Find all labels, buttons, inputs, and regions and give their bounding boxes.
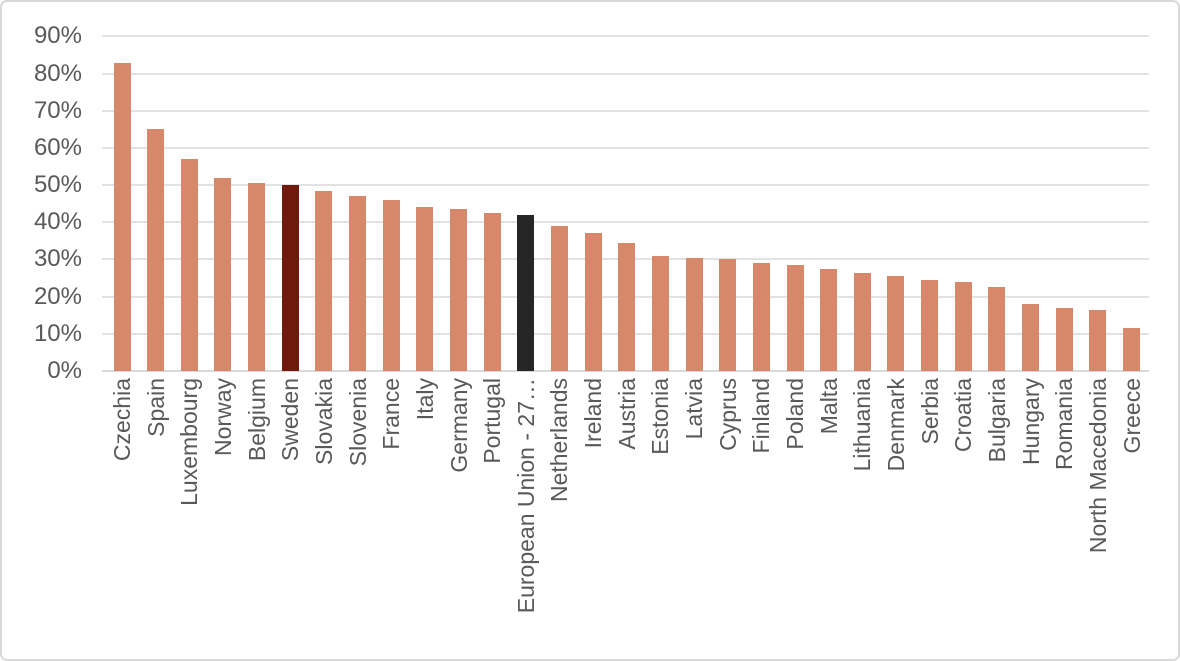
gridline [102,72,1149,75]
bar-bulgaria [988,287,1006,371]
bar-croatia [954,281,972,371]
x-axis-category-label: Greece [1118,378,1145,454]
x-axis-category-label: Croatia [950,378,977,453]
x-axis-category-label: Portugal [479,378,506,464]
y-axis-tick-label: 50% [33,171,82,199]
x-axis-baseline [102,370,1149,372]
x-axis-category-label: Norway [209,378,236,456]
x-axis-category-label: Finland [748,378,775,454]
bar-italy [416,207,434,371]
x-axis-category-label: Serbia [916,378,943,445]
y-axis-tick-label: 30% [33,245,82,273]
bar-norway [214,177,232,371]
x-axis-category-label: Luxembourg [176,378,203,506]
gridline [102,221,1149,224]
y-axis-tick-label: 60% [33,133,82,161]
bar-north-macedonia [1089,309,1107,371]
x-axis-category-label: Malta [815,378,842,435]
x-axis-category-label: Italy [411,378,438,421]
bar-lithuania [853,272,871,371]
gridline [102,146,1149,149]
x-axis-category-label: Sweden [277,378,304,462]
bar-poland [786,265,804,371]
y-axis-tick-label: 70% [33,96,82,124]
bar-belgium [248,183,266,371]
x-axis-category-label: North Macedonia [1084,378,1111,554]
x-axis-category-label: Lithuania [849,378,876,472]
bar-ireland [584,233,602,371]
x-axis-category-label: European Union - 27… [512,378,539,614]
bar-france [382,200,400,371]
x-axis-category-label: Spain [142,378,169,437]
bar-slovakia [315,190,333,371]
x-axis-category-label: Ireland [580,378,607,449]
x-axis-category-label: Austria [613,378,640,450]
bar-spain [147,129,165,371]
gridline [102,35,1149,38]
bar-european-union-27 [517,214,535,371]
bar-sweden [281,185,299,371]
x-axis-category-label: Poland [782,378,808,450]
bar-denmark [887,276,905,371]
x-axis-category-label: Bulgaria [983,378,1010,463]
x-axis-category-label: Cyprus [714,378,741,451]
x-axis-category-label: Germany [445,378,472,473]
x-axis-category-label: Hungary [1017,378,1044,465]
bar-romania [1055,307,1073,371]
x-axis-category-label: Denmark [882,378,909,472]
bar-malta [820,268,838,371]
y-axis-tick-label: 20% [33,282,82,310]
y-axis-tick-label: 0% [47,357,82,384]
bar-slovenia [349,196,367,371]
y-axis-tick-label: 90% [33,22,82,50]
x-axis-category-label: Romania [1051,378,1078,471]
x-axis-category-label: Belgium [243,378,270,462]
x-axis-category-label: Netherlands [546,378,573,503]
bar-netherlands [550,226,568,371]
bar-finland [752,263,770,371]
bar-luxembourg [180,159,198,371]
bar-hungary [1022,304,1040,371]
y-axis-tick-label: 40% [33,208,82,236]
gridline [102,184,1149,187]
y-axis-tick-label: 80% [33,59,82,87]
x-axis-category-label: Estonia [647,378,674,455]
x-axis-category-label: Czechia [109,378,135,462]
bar-latvia [685,257,703,371]
bar-serbia [921,279,939,371]
x-axis-category-label: France [378,378,405,450]
y-axis-tick-label: 10% [33,319,82,347]
x-axis-category-label: Latvia [681,378,708,440]
bar-czechia [113,62,131,371]
gridline [102,109,1149,112]
bar-germany [450,209,467,371]
bar-estonia [651,255,669,371]
bar-austria [618,242,636,371]
bar-greece [1123,328,1140,371]
bar-portugal [483,213,501,371]
x-axis-category-label: Slovakia [310,378,337,465]
bar-cyprus [719,259,737,371]
x-axis-category-label: Slovenia [344,378,371,467]
